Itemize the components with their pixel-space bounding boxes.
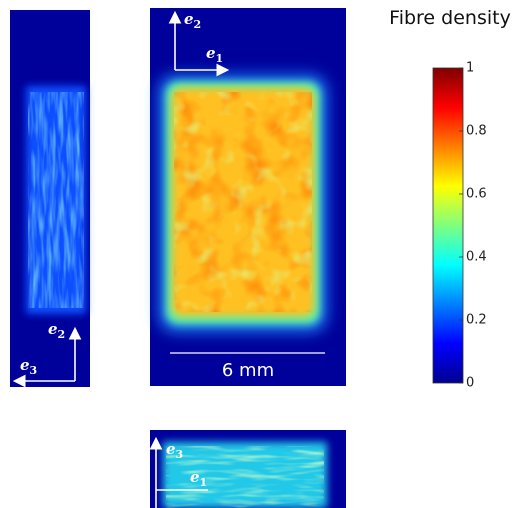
- tick-label: 0: [466, 376, 474, 391]
- tick-label: 0.6: [466, 187, 487, 202]
- axis-label: e1: [190, 468, 207, 489]
- tick-label: 0.8: [466, 124, 487, 139]
- tick-label: 1: [466, 61, 474, 76]
- scale-bar-label: 6 mm: [222, 360, 274, 381]
- tick-label: 0.4: [466, 250, 487, 265]
- colorbar-title: Fibre density: [389, 7, 511, 29]
- center-map: e2 e1 6 mm: [150, 8, 346, 386]
- axis-label: e2: [48, 320, 65, 341]
- axis-label: e3: [20, 356, 37, 377]
- tick-label: 0.2: [466, 313, 487, 328]
- left-map: e2 e3: [10, 10, 90, 388]
- colorbar: [432, 67, 464, 384]
- colorbar-ticks: 0 0.2 0.4 0.6 0.8 1: [459, 61, 487, 391]
- axis-label: e1: [206, 44, 223, 65]
- bottom-map: e3 e1: [149, 430, 346, 508]
- axis-label: e2: [184, 10, 201, 31]
- axis-label: e3: [166, 440, 183, 461]
